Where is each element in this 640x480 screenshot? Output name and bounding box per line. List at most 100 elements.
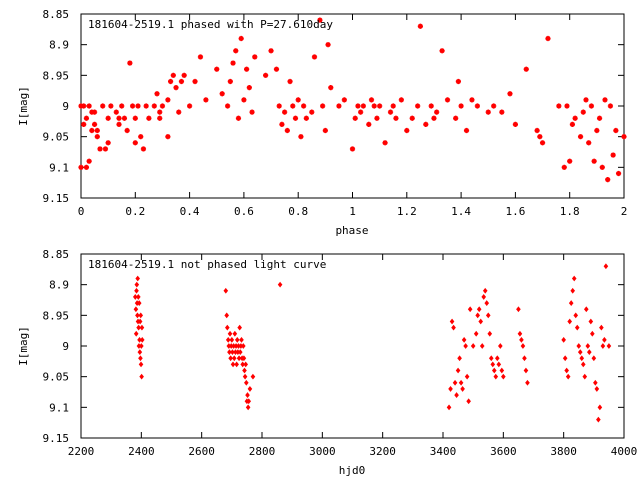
data-point — [482, 287, 488, 294]
data-point — [250, 373, 256, 380]
data-point — [225, 103, 231, 109]
data-point — [404, 127, 410, 134]
data-point — [167, 78, 174, 85]
data-point — [237, 324, 242, 331]
data-point — [374, 115, 380, 121]
data-point — [102, 146, 109, 152]
data-point — [491, 103, 497, 109]
data-point — [577, 349, 583, 356]
data-point — [458, 103, 464, 109]
x-tick-label: 3200 — [369, 445, 396, 458]
data-point — [282, 109, 288, 115]
data-point — [268, 48, 274, 54]
data-point — [453, 115, 459, 121]
data-point — [225, 324, 230, 331]
data-point — [129, 103, 136, 109]
x-tick-label: 2400 — [128, 445, 155, 458]
data-point — [170, 72, 176, 78]
data-point — [523, 367, 529, 374]
data-point — [263, 72, 269, 78]
data-point — [223, 287, 229, 294]
data-point — [605, 177, 611, 183]
data-point — [235, 115, 242, 121]
x-tick-label: 2 — [621, 205, 628, 218]
data-point — [610, 152, 616, 158]
data-point — [577, 134, 584, 140]
data-point — [234, 336, 240, 343]
data-point — [341, 97, 347, 103]
data-point — [139, 373, 144, 380]
data-point — [276, 103, 282, 109]
data-point — [579, 355, 585, 362]
data-point — [135, 103, 141, 109]
data-point — [567, 158, 573, 164]
data-point — [228, 355, 233, 362]
y-tick-label: 8.95 — [43, 309, 70, 322]
data-point — [587, 349, 592, 356]
data-point — [591, 158, 597, 164]
data-point — [239, 336, 244, 343]
data-point — [452, 379, 458, 386]
data-point — [474, 103, 480, 109]
y-tick-label: 9 — [62, 100, 69, 113]
data-point — [572, 115, 578, 121]
data-point — [245, 392, 250, 398]
data-point — [488, 355, 494, 362]
data-point — [78, 103, 84, 109]
data-point — [244, 379, 249, 386]
data-point — [225, 336, 231, 343]
data-point — [241, 97, 247, 103]
data-point — [596, 115, 603, 121]
data-point — [229, 336, 235, 343]
data-point — [461, 336, 467, 343]
data-point — [545, 35, 551, 42]
x-tick-label: 1.4 — [451, 205, 471, 218]
data-point — [568, 300, 574, 306]
data-point — [599, 164, 605, 170]
data-point — [446, 404, 452, 411]
data-point — [393, 115, 399, 121]
x-tick-label: 1.2 — [397, 205, 417, 218]
data-point — [134, 287, 139, 294]
data-point — [81, 103, 87, 109]
data-point — [428, 103, 434, 109]
data-point — [457, 355, 462, 362]
data-point — [481, 294, 487, 300]
data-point — [273, 66, 280, 72]
data-point — [586, 140, 592, 146]
data-point — [582, 373, 588, 380]
x-tick-label: 4000 — [611, 445, 638, 458]
data-point — [493, 373, 499, 380]
data-point — [580, 109, 586, 115]
data-point — [567, 318, 573, 325]
data-point — [86, 103, 92, 109]
y-tick-label: 8.95 — [43, 69, 70, 82]
data-point — [136, 294, 141, 300]
data-point — [157, 109, 163, 115]
data-point — [159, 103, 166, 109]
data-point — [232, 330, 238, 337]
data-point — [512, 121, 518, 127]
x-tick-label: 0.6 — [234, 205, 254, 218]
data-point — [464, 373, 470, 380]
data-point — [119, 103, 125, 109]
data-point — [133, 330, 139, 337]
data-point — [139, 324, 145, 331]
data-point — [100, 103, 106, 109]
data-point — [460, 386, 465, 392]
data-point — [496, 361, 502, 368]
data-point — [387, 109, 394, 115]
y-tick-label: 9.15 — [43, 432, 70, 445]
data-point — [593, 379, 598, 386]
data-point — [431, 115, 437, 121]
data-point — [463, 127, 470, 134]
data-point — [237, 349, 243, 356]
data-point — [434, 109, 440, 115]
data-point — [187, 103, 193, 109]
data-point — [219, 91, 225, 97]
data-point — [571, 275, 577, 282]
data-point — [246, 85, 252, 91]
data-point — [89, 127, 95, 134]
data-point — [325, 42, 331, 48]
data-point — [588, 103, 595, 109]
